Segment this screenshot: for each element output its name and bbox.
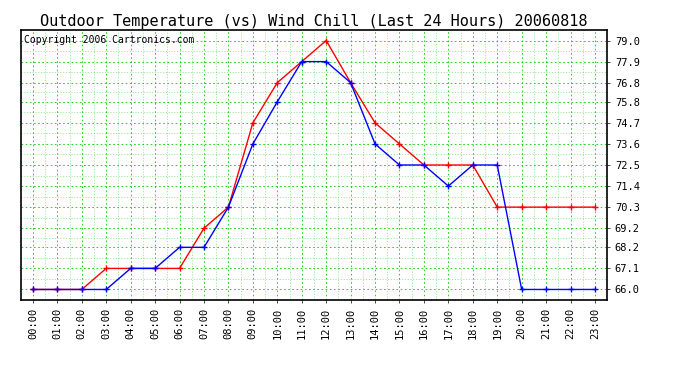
Title: Outdoor Temperature (vs) Wind Chill (Last 24 Hours) 20060818: Outdoor Temperature (vs) Wind Chill (Las… (40, 14, 588, 29)
Text: Copyright 2006 Cartronics.com: Copyright 2006 Cartronics.com (23, 35, 194, 45)
